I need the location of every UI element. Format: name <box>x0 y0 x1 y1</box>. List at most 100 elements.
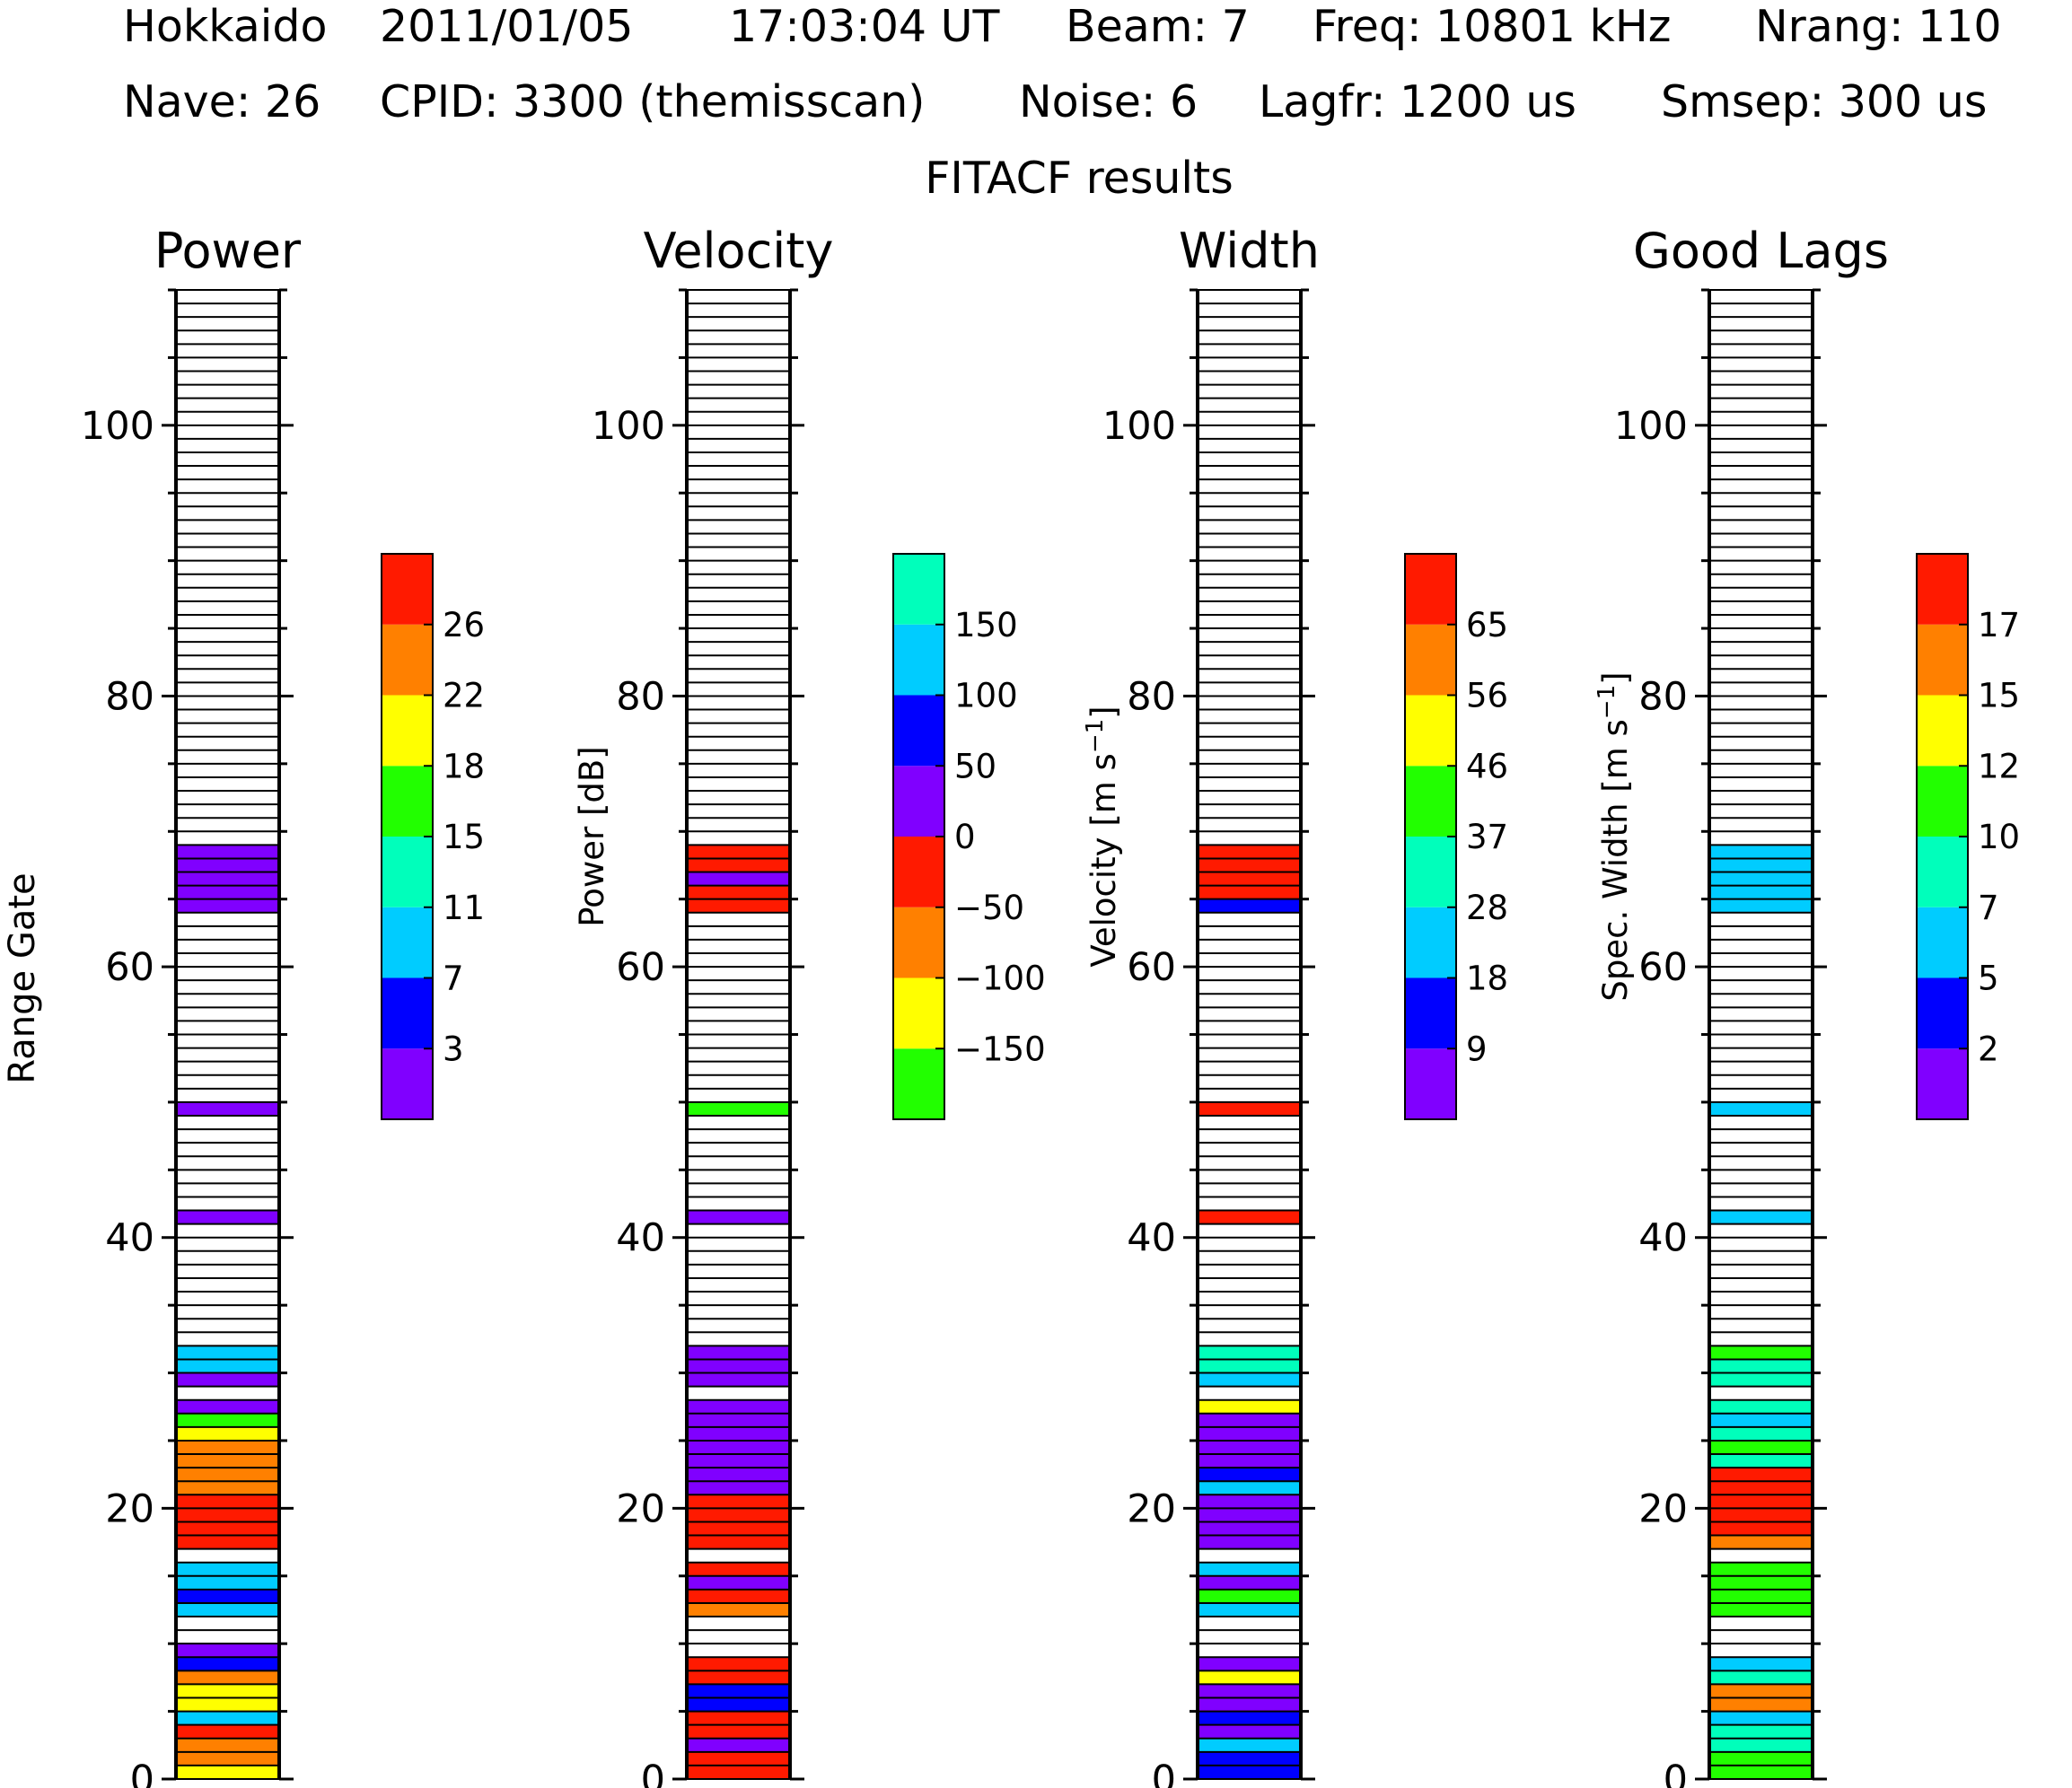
panel-velocity: Velocity 0 20 40 60 80 100 −150 −100 −50 0 50 100 150… <box>592 223 1123 1788</box>
colorbar-segment <box>1405 554 1456 625</box>
range-gate-cell <box>687 1101 790 1116</box>
colorbar-tick-label: 11 <box>443 889 485 927</box>
range-gate-cell <box>1198 898 1301 913</box>
colorbar-segment <box>1917 907 1968 978</box>
colorbar-tick-label: 150 <box>954 606 1018 644</box>
range-gate-cell <box>176 1440 279 1455</box>
range-gate-cell <box>1709 1399 1813 1414</box>
range-gate-cell <box>1709 1738 1813 1752</box>
range-gate-cell <box>1709 872 1813 886</box>
range-gate-cell <box>1198 1711 1301 1725</box>
header-field: Lagfr: 1200 us <box>1259 76 1576 127</box>
header-field: Nrang: 110 <box>1755 1 2002 52</box>
colorbar-segment <box>1917 624 1968 696</box>
y-axis-label: Range Gate <box>2 872 43 1083</box>
colorbar-tick-label: 18 <box>1466 960 1508 998</box>
colorbar-tick-label: 65 <box>1466 606 1508 644</box>
colorbar-tick-label: −150 <box>954 1030 1046 1068</box>
header-field: 2011/01/05 <box>380 1 633 52</box>
colorbar-label: Velocity [m s−1] <box>1082 706 1123 967</box>
y-tick-label: 80 <box>1638 674 1688 719</box>
range-gate-cell <box>1198 1657 1301 1671</box>
colorbar-segment <box>1405 766 1456 837</box>
range-gate-cell <box>687 1765 790 1779</box>
gate-grid <box>1198 289 1301 1780</box>
y-tick-label: 80 <box>616 674 665 719</box>
colorbar-segment <box>1917 554 1968 625</box>
range-gate-cell <box>1198 1670 1301 1685</box>
range-gate-cell <box>687 1494 790 1509</box>
range-gate-cell <box>176 1535 279 1549</box>
colorbar-segment <box>893 624 944 696</box>
range-gate-cell <box>176 1521 279 1536</box>
gate-grid <box>1709 289 1813 1780</box>
range-gate-cell <box>176 1372 279 1387</box>
range-gate-cell <box>687 1210 790 1224</box>
range-gate-cell <box>687 1711 790 1725</box>
range-gate-cell <box>176 1426 279 1441</box>
colorbar-tick-label: 100 <box>954 677 1018 715</box>
range-gate-cell <box>1198 1372 1301 1387</box>
range-gate-cell <box>1198 1535 1301 1549</box>
range-gate-cell <box>176 872 279 886</box>
range-gate-cell <box>176 1481 279 1495</box>
range-gate-cell <box>1198 1589 1301 1603</box>
range-gate-cell <box>1198 1602 1301 1617</box>
colorbar-segment <box>893 1048 944 1119</box>
range-gate-cell <box>1198 845 1301 859</box>
range-gate-cell <box>1709 1372 1813 1387</box>
range-gate-cell <box>1198 1575 1301 1590</box>
range-gate-cell <box>176 898 279 913</box>
range-gate-cell <box>176 1101 279 1116</box>
range-gate-cell <box>1709 1602 1813 1617</box>
range-gate-cell <box>176 1575 279 1590</box>
colorbar-segment <box>1917 837 1968 907</box>
range-gate-cell <box>687 1657 790 1671</box>
y-tick-label: 0 <box>130 1757 154 1788</box>
range-gate-cell <box>1198 1101 1301 1116</box>
range-gate-cell <box>1709 1684 1813 1698</box>
header-field: Beam: 7 <box>1066 1 1250 52</box>
range-gate-cell <box>687 885 790 899</box>
colorbar-tick-label: 2 <box>1978 1030 1999 1068</box>
range-gate-cell <box>1198 1562 1301 1576</box>
range-gate-cell <box>176 1697 279 1712</box>
range-gate-cell <box>176 1711 279 1725</box>
range-gate-cell <box>687 1440 790 1455</box>
y-tick-label: 0 <box>641 1757 665 1788</box>
range-gate-cell <box>1198 1724 1301 1739</box>
colorbar-tick-label: 26 <box>443 606 485 644</box>
header-field: Smsep: 300 us <box>1661 76 1987 127</box>
range-gate-cell <box>1709 1101 1813 1116</box>
range-gate-cell <box>687 1602 790 1617</box>
colorbar-segment <box>382 837 433 907</box>
colorbar-segment <box>893 837 944 907</box>
range-gate-cell <box>1198 1494 1301 1509</box>
colorbar-label: Power [dB] <box>573 746 611 926</box>
range-gate-cell <box>176 1765 279 1779</box>
range-gate-cell <box>1709 1724 1813 1739</box>
range-gate-cell <box>687 1345 790 1360</box>
range-gate-cell <box>1709 1413 1813 1427</box>
range-gate-cell <box>687 1521 790 1536</box>
range-gate-cell <box>1709 1210 1813 1224</box>
range-gate-cell <box>176 858 279 872</box>
y-tick-label: 0 <box>1664 1757 1688 1788</box>
colorbar-tick-label: −50 <box>954 889 1024 927</box>
chart-title: FITACF results <box>925 153 1234 204</box>
gate-grid <box>176 289 279 1780</box>
range-gate-cell <box>1198 1210 1301 1224</box>
header-line-2: Nave: 26 CPID: 3300 (themisscan) Noise: 6 L… <box>123 76 1987 127</box>
y-tick-label: 20 <box>616 1486 665 1531</box>
range-gate-cell <box>1198 1508 1301 1522</box>
range-gate-cell <box>1198 1399 1301 1414</box>
range-gate-cell <box>1198 1359 1301 1373</box>
range-gate-cell <box>1709 898 1813 913</box>
colorbar-tick-label: 9 <box>1466 1030 1488 1068</box>
range-gate-cell <box>176 1602 279 1617</box>
range-gate-cell <box>1198 1440 1301 1455</box>
colorbar-segment <box>382 977 433 1049</box>
range-gate-cell <box>1709 1521 1813 1536</box>
range-gate-cell <box>1709 1751 1813 1766</box>
colorbar-segment <box>1917 977 1968 1049</box>
